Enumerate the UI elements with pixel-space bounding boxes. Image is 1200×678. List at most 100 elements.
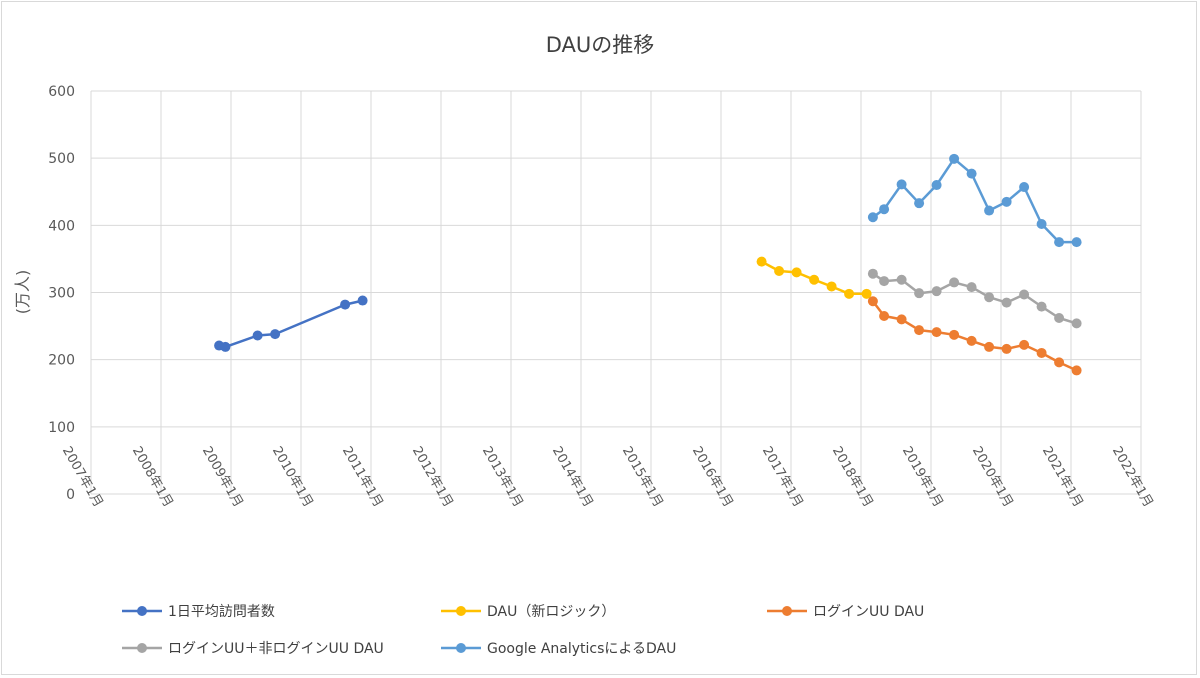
x-tick-label: 2020年1月	[969, 444, 1016, 510]
legend-swatch-marker	[137, 606, 147, 616]
chart-title: DAUの推移	[546, 33, 655, 57]
data-point	[791, 267, 802, 278]
x-tick-label: 2019年1月	[899, 444, 946, 510]
data-point	[1071, 318, 1082, 329]
x-tick-label: 2013年1月	[479, 444, 526, 510]
data-point	[966, 168, 977, 179]
data-point	[809, 274, 820, 285]
series-1	[756, 256, 872, 299]
y-tick-label: 200	[48, 353, 75, 369]
legend-label: Google AnalyticsによるDAU	[487, 641, 676, 657]
legend-label: ログインUU DAU	[813, 604, 924, 620]
x-tick-label: 2014年1月	[549, 444, 596, 510]
y-tick-label: 500	[48, 151, 75, 167]
data-point	[879, 311, 890, 322]
x-tick-labels: 2007年1月 2008年1月 2009年1月 2010年1月 2011年1月 2012年…	[59, 444, 1156, 510]
legend-swatch-marker	[137, 643, 147, 653]
data-point	[966, 335, 977, 346]
legend: 1日平均訪問者数 DAU（新ロジック） ログインUU DAU ログインUU＋非ログイン…	[122, 604, 924, 657]
data-point	[984, 205, 995, 216]
y-tick-labels: 0 100 200 300 400 500 600	[48, 84, 75, 503]
y-tick-label: 600	[48, 84, 75, 100]
data-point	[896, 314, 907, 325]
x-tick-label: 2021年1月	[1039, 444, 1086, 510]
y-axis-label: (万人)	[13, 270, 32, 315]
data-point	[357, 295, 368, 306]
data-point	[949, 329, 960, 340]
data-point	[984, 292, 995, 303]
data-point	[931, 286, 942, 297]
data-point	[966, 282, 977, 293]
legend-item: ログインUU DAU	[767, 604, 924, 620]
x-tick-label: 2017年1月	[759, 444, 806, 510]
grid-lines	[90, 90, 1142, 495]
series-4	[867, 153, 1082, 248]
data-point	[931, 180, 942, 191]
y-tick-label: 0	[66, 487, 75, 503]
data-point	[914, 288, 925, 299]
data-point	[252, 330, 263, 341]
series-group	[214, 153, 1082, 376]
y-tick-label: 300	[48, 286, 75, 302]
x-tick-label: 2018年1月	[829, 444, 876, 510]
data-point	[896, 274, 907, 285]
legend-item: ログインUU＋非ログインUU DAU	[122, 641, 384, 657]
data-point	[1019, 289, 1030, 300]
data-point	[861, 288, 872, 299]
data-point	[1036, 301, 1047, 312]
legend-label: DAU（新ロジック）	[487, 604, 615, 620]
data-point	[340, 299, 351, 310]
data-point	[1001, 343, 1012, 354]
data-point	[220, 341, 231, 352]
x-tick-label: 2015年1月	[619, 444, 666, 510]
data-point	[896, 179, 907, 190]
data-point	[914, 198, 925, 209]
data-point	[949, 153, 960, 164]
x-tick-label: 2009年1月	[199, 444, 246, 510]
data-point	[949, 277, 960, 288]
legend-item: 1日平均訪問者数	[122, 604, 275, 620]
y-tick-label: 400	[48, 218, 75, 234]
y-tick-label: 100	[48, 420, 75, 436]
data-point	[1019, 182, 1030, 193]
data-point	[756, 256, 767, 267]
legend-item: Google AnalyticsによるDAU	[441, 641, 676, 657]
data-point	[1071, 365, 1082, 376]
legend-label: 1日平均訪問者数	[168, 604, 275, 620]
data-point	[867, 212, 878, 223]
x-tick-label: 2008年1月	[129, 444, 176, 510]
data-point	[1054, 237, 1065, 248]
data-point	[1019, 339, 1030, 350]
data-point	[1001, 297, 1012, 308]
x-tick-label: 2016年1月	[689, 444, 736, 510]
x-tick-label: 2010年1月	[269, 444, 316, 510]
series-0	[214, 295, 368, 352]
series-3	[867, 268, 1082, 329]
data-point	[867, 268, 878, 279]
data-point	[914, 325, 925, 336]
data-point	[1036, 218, 1047, 229]
x-tick-label: 2012年1月	[409, 444, 456, 510]
data-point	[774, 266, 785, 277]
data-point	[879, 276, 890, 287]
data-point	[867, 296, 878, 307]
data-point	[1054, 357, 1065, 368]
legend-swatch-marker	[456, 606, 466, 616]
data-point	[1001, 196, 1012, 207]
x-tick-label: 2011年1月	[339, 444, 386, 510]
data-point	[826, 281, 837, 292]
data-point	[1054, 313, 1065, 324]
legend-swatch-marker	[782, 606, 792, 616]
data-point	[879, 204, 890, 215]
series-2	[867, 296, 1082, 376]
legend-item: DAU（新ロジック）	[441, 604, 615, 620]
data-point	[1071, 237, 1082, 248]
data-point	[984, 341, 995, 352]
data-point	[270, 329, 281, 340]
data-point	[931, 327, 942, 338]
x-tick-label: 2022年1月	[1109, 444, 1156, 510]
legend-label: ログインUU＋非ログインUU DAU	[168, 641, 384, 657]
data-point	[844, 288, 855, 299]
